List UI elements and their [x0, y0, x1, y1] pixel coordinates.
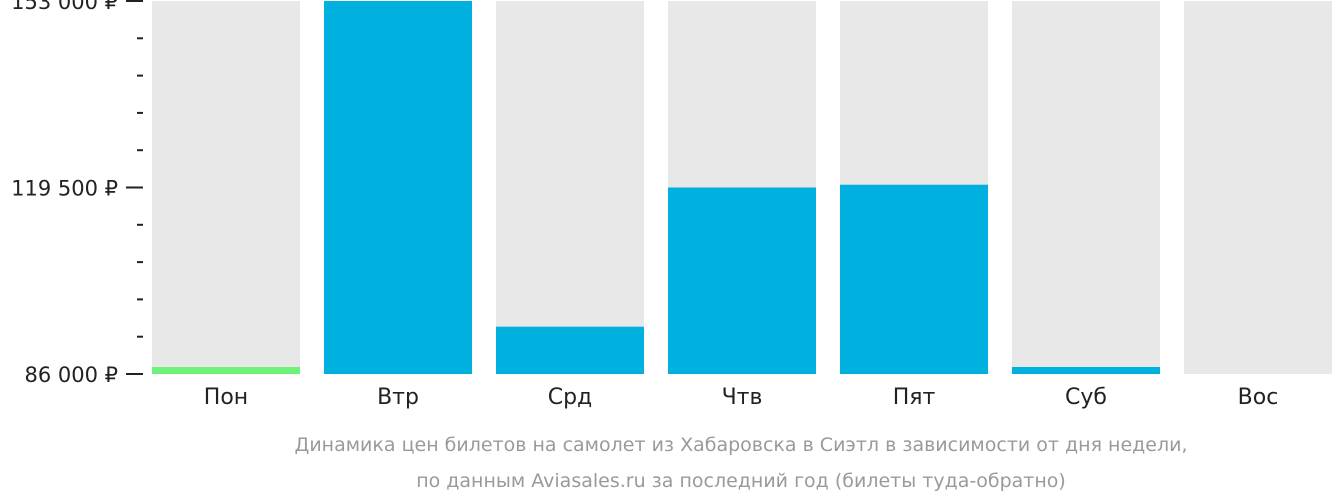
background-bar-6 [1012, 1, 1160, 374]
y-tick-label-3: 153 000 ₽ [11, 0, 118, 14]
chart-caption: Динамика цен билетов на самолет из Хабар… [294, 434, 1187, 492]
y-axis: 86 000 ₽ 119 500 ₽ 153 000 ₽ [11, 0, 143, 387]
background-bar-3 [496, 1, 644, 374]
data-bars [152, 1, 1160, 374]
x-tick-label-2: Втр [377, 385, 419, 410]
x-tick-label-6: Суб [1065, 385, 1107, 410]
x-tick-label-4: Чтв [722, 385, 763, 410]
y-tick-label-1: 86 000 ₽ [24, 363, 118, 387]
x-tick-label-5: Пят [893, 385, 936, 410]
bar-6 [1012, 367, 1160, 374]
background-bar-1 [152, 1, 300, 374]
bar-1 [152, 367, 300, 374]
y-tick-label-2: 119 500 ₽ [11, 177, 118, 201]
bar-5 [840, 184, 988, 374]
x-tick-label-1: Пон [204, 385, 248, 410]
caption-line-1: Динамика цен билетов на самолет из Хабар… [294, 434, 1187, 456]
caption-line-2: по данным Aviasales.ru за последний год … [416, 470, 1066, 492]
bar-2 [324, 1, 472, 374]
bar-3 [496, 326, 644, 374]
bar-4 [668, 187, 816, 374]
x-axis-labels: Пон Втр Срд Чтв Пят Суб Вос [204, 385, 1279, 410]
background-bar-7 [1184, 1, 1332, 374]
x-tick-label-7: Вос [1238, 385, 1279, 410]
x-tick-label-3: Срд [548, 385, 593, 410]
